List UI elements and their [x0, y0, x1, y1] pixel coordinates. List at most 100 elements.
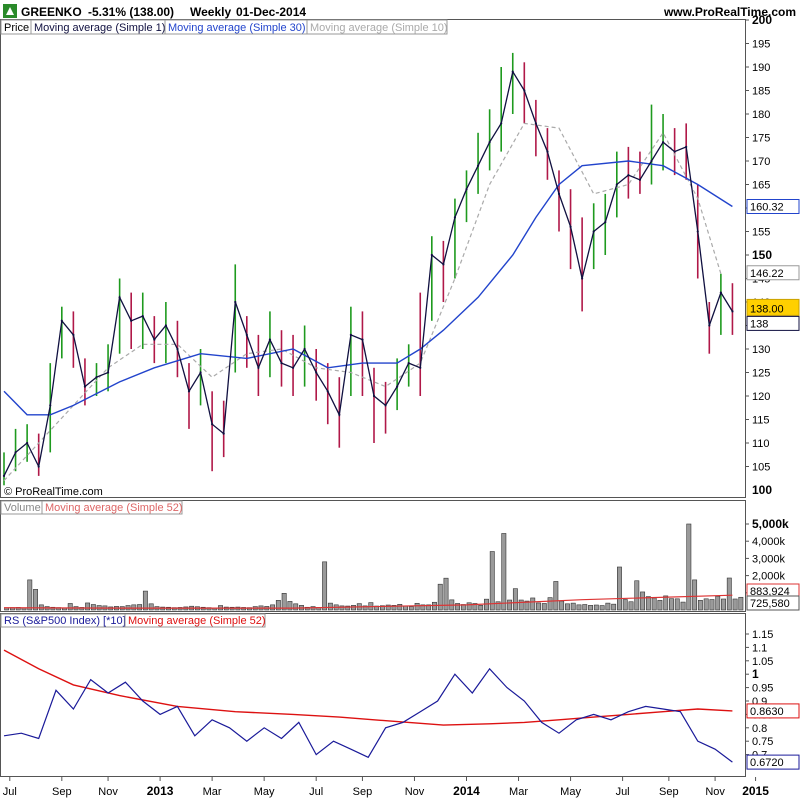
volume-bar: [495, 601, 501, 611]
ma10-line: [3, 122, 722, 482]
volume-bar: [270, 604, 276, 611]
legend-ma30: Moving average (Simple 30): [168, 22, 306, 34]
rs-tick-label: 0.75: [752, 736, 773, 748]
volume-bar: [327, 602, 333, 611]
price-point: [604, 221, 607, 224]
volume-last-value-box: [746, 595, 800, 611]
price-point: [83, 385, 87, 388]
volume-tick-label: 5,000k: [752, 517, 789, 531]
volume-bar: [322, 561, 328, 611]
volume-bar: [721, 598, 726, 611]
legend-box-ma10[interactable]: [306, 19, 448, 35]
volume-bar: [426, 604, 432, 611]
price-point: [546, 150, 549, 153]
price-point: [685, 145, 688, 148]
price-point: [661, 141, 665, 144]
price-tick-label: 190: [752, 62, 770, 74]
price-point: [291, 366, 295, 369]
volume-bar: [414, 602, 420, 611]
price-point: [557, 192, 561, 195]
symbol-name: GREENKO: [21, 5, 82, 19]
x-tick-label: 2014: [453, 784, 480, 798]
volume-bar: [669, 598, 674, 611]
volume-bar: [443, 577, 449, 611]
price-point: [465, 188, 468, 191]
price-point: [234, 300, 237, 304]
volume-bar: [628, 601, 634, 611]
volume-bar: [518, 599, 524, 611]
price-point: [280, 362, 283, 365]
price-tick-label: 200: [752, 13, 772, 27]
rs-last-value-box: [746, 754, 800, 770]
price-tick-label: 130: [752, 344, 770, 356]
volume-bar: [501, 533, 507, 611]
rs-tick-label: 1.05: [752, 656, 773, 668]
price-tick-label: 185: [752, 86, 770, 98]
price-point: [731, 310, 734, 313]
price-point: [130, 319, 133, 322]
volume-bar: [582, 604, 588, 611]
volume-bar: [287, 601, 293, 611]
price-point: [372, 394, 376, 398]
legend-ma1: Moving average (Simple 1): [34, 22, 165, 34]
volume-bar: [142, 590, 148, 611]
volume-bar: [703, 598, 709, 611]
volume-bar: [541, 603, 547, 611]
volume-bar: [403, 605, 408, 611]
rs-tick-label: 0.8: [752, 723, 767, 735]
volume-bar: [85, 602, 91, 611]
plot-layer: [2, 52, 744, 763]
volume-bar: [27, 579, 33, 611]
volume-bar: [576, 604, 582, 611]
price-point: [615, 183, 618, 186]
rs-ma-line: [3, 649, 733, 726]
legend-price: Price: [4, 22, 29, 34]
rs-last-value: 0.6720: [750, 757, 784, 769]
price-point: [14, 451, 17, 454]
price-change: -5.31% (138.00): [88, 5, 174, 19]
volume-bar: [553, 581, 559, 611]
price-tick-label: 170: [752, 156, 770, 168]
volume-bar: [33, 589, 38, 611]
rs-tick-label: 1.15: [752, 629, 773, 641]
price-point: [118, 296, 121, 299]
x-tick-label: Nov: [705, 786, 725, 798]
axis-layer: 1051101151201251301351401451501551601651…: [3, 13, 800, 798]
last-price-badge: [746, 298, 800, 316]
volume-bar: [697, 600, 703, 611]
volume-bar: [67, 603, 73, 611]
rs-line: [3, 667, 733, 763]
ma30-line: [3, 160, 733, 416]
legend-box-volume-ma[interactable]: [41, 500, 183, 515]
price-point: [361, 338, 364, 341]
price-tick-label: 150: [752, 248, 772, 262]
rs-panel-frame: [0, 613, 746, 777]
volume-bar: [177, 607, 183, 611]
price-point: [2, 474, 6, 477]
price-point: [72, 333, 75, 336]
volume-bar: [611, 603, 617, 611]
period-label: Weekly: [190, 5, 231, 19]
x-tick-label: Jul: [616, 786, 630, 798]
volume-bar: [605, 602, 611, 611]
price-point: [303, 347, 306, 351]
x-tick-label: Mar: [203, 786, 222, 798]
volume-bar: [478, 605, 484, 611]
legend-box-rs-ma[interactable]: [124, 613, 266, 628]
price-point: [708, 324, 711, 327]
volume-bar: [686, 523, 692, 611]
price-point: [719, 291, 722, 294]
volume-bar: [732, 598, 738, 611]
volume-bar: [408, 606, 414, 611]
ma30-last-value: 160.32: [750, 201, 784, 213]
date-label: 01-Dec-2014: [236, 5, 306, 19]
price-point: [315, 371, 318, 374]
volume-bar: [524, 600, 530, 611]
x-tick-label: May: [560, 786, 581, 798]
price-point: [442, 263, 445, 266]
price-point: [199, 371, 202, 374]
price-point: [453, 216, 457, 219]
volume-bar: [385, 604, 391, 611]
